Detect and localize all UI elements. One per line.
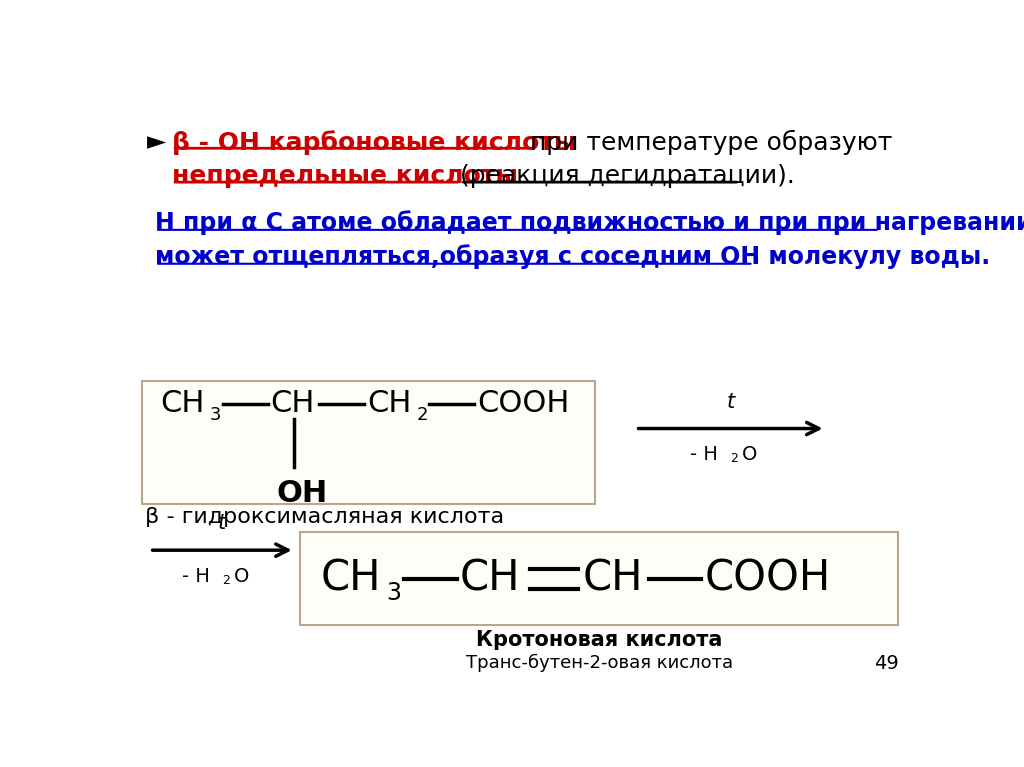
Bar xyxy=(142,380,595,504)
Text: CH: CH xyxy=(270,390,315,418)
Text: CH: CH xyxy=(583,558,643,600)
Text: COOH: COOH xyxy=(477,390,570,418)
Text: может отщепляться,образуя с соседним ОН молекулу воды.: может отщепляться,образуя с соседним ОН … xyxy=(155,244,990,268)
Text: Кротоновая кислота: Кротоновая кислота xyxy=(476,630,722,650)
Text: непредельные кислоты: непредельные кислоты xyxy=(172,163,536,188)
Text: 2: 2 xyxy=(222,574,230,587)
Text: 3: 3 xyxy=(209,406,221,423)
Text: 49: 49 xyxy=(874,654,899,673)
Text: (реакция дегидратации).: (реакция дегидратации). xyxy=(461,163,796,188)
Text: COOH: COOH xyxy=(705,558,830,600)
Text: ►: ► xyxy=(147,130,167,153)
Text: O: O xyxy=(233,567,249,586)
Text: 3: 3 xyxy=(386,581,401,604)
Text: Транс-бутен-2-овая кислота: Транс-бутен-2-овая кислота xyxy=(466,653,733,672)
Bar xyxy=(300,532,898,625)
Text: - H: - H xyxy=(182,567,210,586)
Text: t: t xyxy=(726,392,734,412)
Text: CH: CH xyxy=(368,390,412,418)
Text: 2: 2 xyxy=(417,406,428,423)
Text: при температуре образуют: при температуре образуют xyxy=(530,130,893,155)
Text: Н при α С атоме обладает подвижностью и при при нагревании: Н при α С атоме обладает подвижностью и … xyxy=(155,210,1024,235)
Text: CH: CH xyxy=(321,558,381,600)
Text: - H: - H xyxy=(690,446,718,465)
Text: β - ОН карбоновые кислоты: β - ОН карбоновые кислоты xyxy=(172,130,586,155)
Text: CH: CH xyxy=(460,558,520,600)
Text: β - гидроксимасляная кислота: β - гидроксимасляная кислота xyxy=(145,507,504,527)
Text: CH: CH xyxy=(161,390,205,418)
Text: OH: OH xyxy=(276,479,328,508)
Text: t: t xyxy=(218,513,226,533)
Text: O: O xyxy=(742,446,758,465)
Text: 2: 2 xyxy=(730,453,738,466)
